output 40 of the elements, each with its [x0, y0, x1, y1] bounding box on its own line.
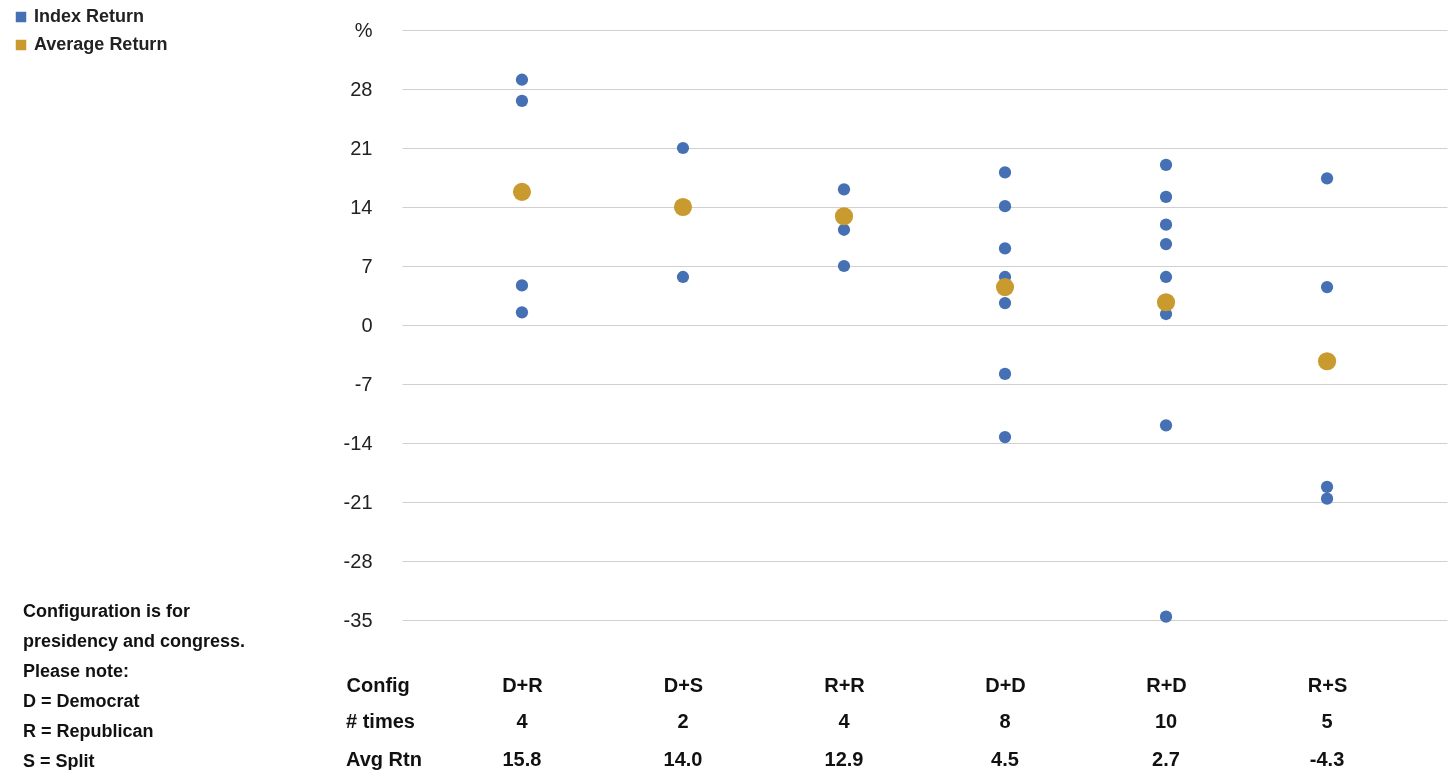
y-tick-label: 28	[350, 77, 373, 100]
y-tick-label: 0	[361, 313, 373, 336]
y-tick-label: %	[354, 18, 373, 41]
data-label: 15.8	[502, 748, 542, 770]
x-tick-label: R+S	[1307, 673, 1348, 696]
y-tick-label: -14	[343, 431, 373, 454]
text: 4	[516, 710, 529, 732]
text: 5	[1321, 710, 1333, 732]
data-label: 4.5	[991, 748, 1019, 770]
text: 8	[999, 710, 1011, 732]
y-tick-label: 14	[350, 195, 373, 218]
text: 10	[1154, 710, 1178, 732]
data-label: 12.9	[824, 748, 864, 770]
x-tick-label: D+S	[663, 673, 704, 696]
text: Configuration is for	[23, 601, 190, 621]
legend-label: Average Return	[34, 34, 168, 54]
text: # times	[346, 710, 415, 732]
text: 4	[838, 710, 851, 732]
text: Avg Rtn	[346, 748, 422, 770]
text: D = Democrat	[23, 691, 140, 711]
text: Please note:	[23, 661, 130, 681]
x-tick-label: D+R	[502, 673, 544, 696]
data-label: 14.0	[663, 748, 703, 770]
y-tick-label: 7	[361, 254, 373, 277]
y-tick-label: -35	[343, 608, 373, 631]
y-tick-label: -21	[343, 490, 373, 513]
x-tick-label: R+D	[1146, 673, 1187, 696]
y-tick-label: -28	[343, 549, 373, 572]
x-axis-title: Config	[346, 673, 410, 696]
text: presidency and congress.	[23, 631, 246, 651]
text: R = Republican	[23, 721, 154, 741]
y-tick-label: 21	[350, 136, 373, 159]
text: S = Split	[23, 751, 95, 771]
data-label: 2.7	[1152, 748, 1180, 770]
data-label: -4.3	[1309, 748, 1345, 770]
text: 2	[677, 710, 689, 732]
x-tick-label: D+D	[985, 673, 1026, 696]
x-tick-label: R+R	[824, 673, 866, 696]
y-tick-label: -7	[354, 372, 373, 395]
legend-label: Index Return	[34, 6, 145, 26]
